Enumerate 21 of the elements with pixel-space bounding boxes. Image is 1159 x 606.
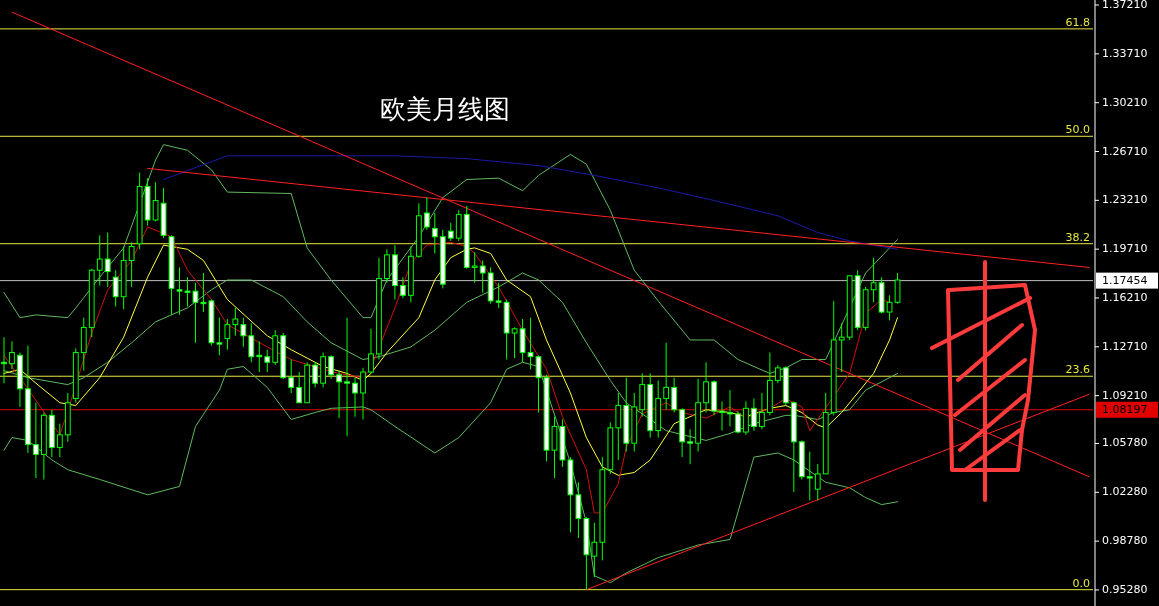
y-tick-label: 1.19710 <box>1102 242 1148 256</box>
annotation: 0.0 <box>1072 576 1090 590</box>
y-tick-label: 1.16210 <box>1102 291 1148 304</box>
y-tick-label: 1.33710 <box>1102 46 1148 60</box>
y-tick-label: 1.30210 <box>1102 95 1148 109</box>
y-tick-label: 0.98780 <box>1102 534 1148 548</box>
y-tick-label: 1.23210 <box>1102 193 1148 207</box>
y-tick-label: 0.95280 <box>1102 582 1148 596</box>
annotation: 38.2 <box>1065 230 1090 244</box>
title: 欧美月线图 <box>380 94 510 124</box>
ref-line-label: 1.17454 <box>1102 273 1148 287</box>
y-tick-label: 1.12710 <box>1102 339 1148 353</box>
y-tick-label: 1.09210 <box>1102 388 1148 402</box>
annotation: 61.8 <box>1065 15 1090 29</box>
y-tick-label: 1.37210 <box>1102 0 1148 11</box>
y-tick-label: 1.26710 <box>1102 144 1148 158</box>
y-tick-label: 1.02280 <box>1102 485 1148 499</box>
ref-line-label: 1.08197 <box>1102 402 1148 416</box>
y-tick-label: 1.05780 <box>1102 436 1148 450</box>
annotation: 23.6 <box>1065 363 1090 377</box>
annotation: 50.0 <box>1065 123 1090 137</box>
